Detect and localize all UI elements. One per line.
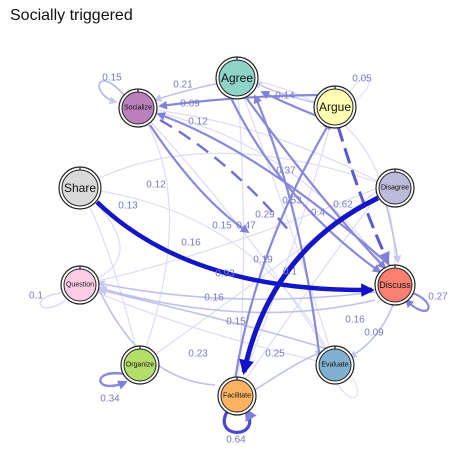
edge-weight-label: 0.62 — [333, 200, 353, 211]
node-circle — [218, 59, 256, 97]
node-circle — [61, 169, 99, 207]
edge — [236, 106, 336, 393]
edge-weight-label: 0.53 — [282, 196, 302, 207]
edge — [244, 95, 387, 270]
loop-organize — [99, 371, 128, 390]
node-facilitate: Facilitate — [217, 376, 257, 416]
edge-weight-label: 0.13 — [118, 201, 138, 212]
edge — [79, 184, 386, 286]
edge — [236, 77, 336, 366]
edge-labels: 0.15 0.21 0.09 0.14 0.05 0.12 0.13 0.12 0.37 0.53… — [29, 73, 448, 446]
edge-weight-label: 0.93 — [215, 269, 235, 280]
edge — [253, 94, 322, 361]
loop-evaluate — [337, 373, 359, 399]
edge-weight-label: 0.47 — [236, 221, 256, 232]
node-circle — [220, 379, 254, 413]
self-loops — [39, 76, 430, 435]
node-label: Argue — [319, 100, 351, 114]
loop-facilitate — [222, 407, 257, 435]
edge — [137, 107, 336, 366]
edge-share-discuss — [95, 200, 375, 297]
node-label: Disagree — [381, 185, 409, 192]
edge-weight-label: 0.16 — [204, 293, 224, 304]
node-label: Agree — [221, 71, 253, 85]
edges-faint — [79, 77, 396, 393]
edge — [79, 152, 386, 189]
edge — [79, 187, 336, 366]
edge-weight-label: 0.4 — [311, 208, 325, 219]
node-label: Question — [66, 282, 94, 289]
edge-dashed — [336, 125, 390, 265]
edges-strong — [95, 195, 380, 375]
edge-weight-label: 0.37 — [276, 166, 296, 177]
edge-weight-label: 0.05 — [352, 74, 372, 85]
edge-weight-label: 0.09 — [180, 99, 200, 110]
node-label: Share — [64, 181, 96, 195]
node-share: Share — [58, 166, 102, 210]
nodes: Agree Argue Disagree Discuss Evaluate Facilit… — [58, 56, 416, 416]
loop-discuss — [404, 290, 430, 312]
edge — [254, 350, 324, 391]
loop-socialize — [98, 80, 126, 105]
edge — [98, 287, 331, 351]
edge-weight-label: 0.15 — [226, 317, 246, 328]
node-circle — [63, 268, 97, 302]
edge-weight-label: 0.34 — [100, 394, 120, 405]
node-label: Facilitate — [223, 393, 251, 400]
node-evaluate: Evaluate — [315, 345, 355, 385]
edge-weight-label: 0.15 — [212, 221, 232, 232]
node-label: Discuss — [379, 280, 411, 290]
node-circle — [316, 88, 354, 126]
edge-weight-label: 0.16 — [345, 315, 365, 326]
node-argue: Argue — [313, 85, 357, 129]
node-circle — [123, 348, 157, 382]
node-circle — [121, 91, 155, 125]
edge — [98, 285, 376, 314]
edge — [149, 124, 250, 233]
edge-weight-label: 0.25 — [265, 349, 285, 360]
edge-weight-label: 0.15 — [102, 73, 122, 84]
edge-weight-label: 0.09 — [364, 328, 384, 339]
edge-weight-label: 0.21 — [173, 80, 193, 91]
node-circle — [378, 171, 412, 205]
edge-weight-label: 0.19 — [253, 255, 273, 266]
node-label: Evaluate — [321, 362, 348, 369]
edges-mid — [149, 91, 396, 381]
node-question: Question — [60, 265, 100, 305]
loop-question — [39, 292, 67, 309]
node-label: Organize — [126, 362, 155, 369]
edge — [137, 107, 386, 186]
edge — [79, 284, 336, 366]
edge-weight-label: 0.1 — [29, 291, 43, 302]
diagram-title: Socially triggered — [10, 7, 133, 24]
edge-weight-label: 0.27 — [428, 292, 448, 303]
edge-weight-label: 0.12 — [146, 180, 166, 191]
node-label: Socialize — [124, 105, 152, 112]
loop-argue — [347, 76, 371, 101]
edge — [348, 299, 396, 358]
node-disagree: Disagree — [375, 168, 415, 208]
node-discuss: Discuss — [374, 264, 416, 306]
edge-weight-label: 0.16 — [181, 238, 201, 249]
edge-weight-label: 0.23 — [188, 349, 208, 360]
edge-weight-label: 0.12 — [188, 117, 208, 128]
edge-weight-label: 0.64 — [226, 435, 246, 446]
node-circle — [318, 348, 352, 382]
edge — [96, 280, 376, 300]
edge — [253, 81, 321, 105]
edge-disagree-facilitate — [239, 195, 380, 375]
node-agree: Agree — [215, 56, 259, 100]
node-circle — [377, 267, 413, 303]
node-organize: Organize — [120, 345, 160, 385]
edge-weight-label: 0.14 — [275, 91, 295, 102]
node-socialize: Socialize — [118, 88, 158, 128]
edge — [137, 107, 171, 366]
edge — [384, 199, 402, 264]
edge-weight-label: 0.29 — [255, 210, 275, 221]
edge-weight-label: 0.1 — [283, 267, 297, 278]
edge — [233, 120, 331, 381]
